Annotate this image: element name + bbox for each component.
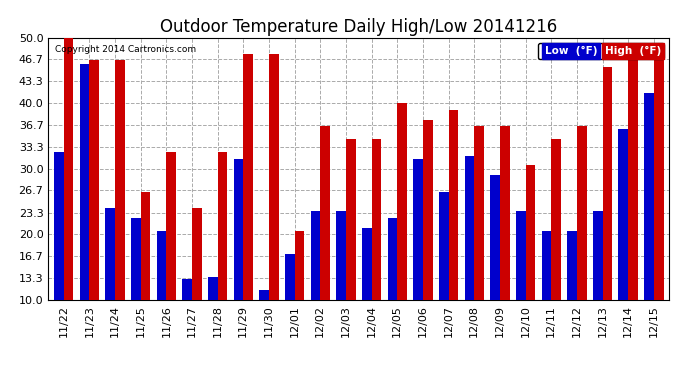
Bar [362,228,372,300]
Bar [372,139,382,300]
Bar [346,139,356,300]
Bar [397,103,407,300]
Bar [234,159,244,300]
Bar [448,110,458,300]
Bar [244,54,253,300]
Bar [269,54,279,300]
Bar [413,159,423,300]
Bar [567,231,577,300]
Bar [131,218,141,300]
Bar [217,152,228,300]
Bar [644,93,654,300]
Bar [285,254,295,300]
Bar [90,60,99,300]
Bar [157,231,166,300]
Legend: Low  (°F), High  (°F): Low (°F), High (°F) [538,43,664,59]
Bar [628,47,638,300]
Bar [310,211,320,300]
Bar [259,290,269,300]
Bar [336,211,346,300]
Bar [115,60,125,300]
Bar [439,192,449,300]
Bar [654,60,664,300]
Bar [490,175,500,300]
Bar [320,126,330,300]
Bar [593,211,602,300]
Title: Outdoor Temperature Daily High/Low 20141216: Outdoor Temperature Daily High/Low 20141… [160,18,558,36]
Bar [551,139,561,300]
Bar [182,279,192,300]
Bar [208,277,217,300]
Bar [141,192,150,300]
Bar [602,67,612,300]
Bar [618,129,628,300]
Bar [577,126,586,300]
Bar [54,152,63,300]
Text: Copyright 2014 Cartronics.com: Copyright 2014 Cartronics.com [55,45,196,54]
Bar [500,126,510,300]
Bar [106,208,115,300]
Bar [79,64,90,300]
Bar [464,156,474,300]
Bar [295,231,304,300]
Bar [516,211,526,300]
Bar [63,38,73,300]
Bar [192,208,201,300]
Bar [542,231,551,300]
Bar [474,126,484,300]
Bar [526,165,535,300]
Bar [388,218,397,300]
Bar [423,120,433,300]
Bar [166,152,176,300]
